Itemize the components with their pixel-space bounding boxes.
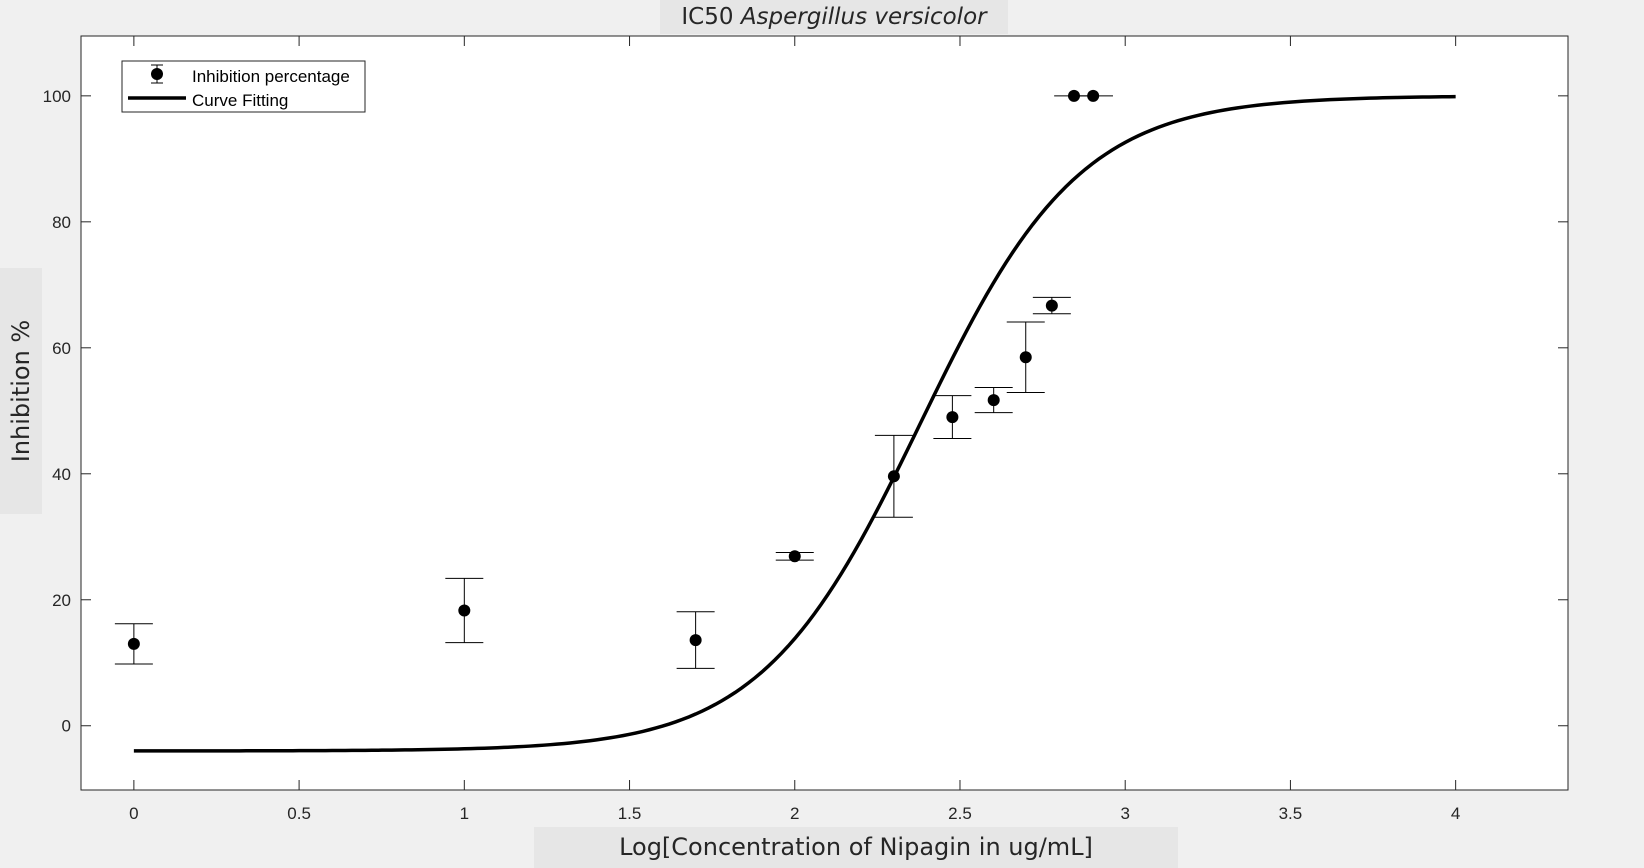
legend-marker-icon xyxy=(151,68,163,80)
data-point xyxy=(887,470,900,483)
y-tick-label: 0 xyxy=(62,717,71,736)
data-point xyxy=(1019,351,1032,364)
x-axis-label: Log[Concentration of Nipagin in ug/mL] xyxy=(619,833,1093,861)
data-point xyxy=(689,634,702,647)
y-axis-label: Inhibition % xyxy=(7,319,35,463)
data-points-group xyxy=(114,89,1113,669)
legend: Inhibition percentage Curve Fitting xyxy=(121,60,366,113)
chart-title-prefix: IC50 xyxy=(681,4,734,30)
data-point xyxy=(1045,299,1058,312)
x-axis-ticks: 0 0.5 1 1.5 2 2.5 3 3.5 4 xyxy=(129,36,1460,823)
x-tick-label: 0 xyxy=(129,804,138,823)
y-tick-label: 80 xyxy=(52,213,71,232)
data-point xyxy=(127,637,140,650)
legend-label-curve: Curve Fitting xyxy=(192,91,288,110)
data-point xyxy=(987,394,1000,407)
x-tick-label: 1 xyxy=(460,804,469,823)
x-tick-label: 3.5 xyxy=(1279,804,1303,823)
y-tick-label: 20 xyxy=(52,591,71,610)
x-tick-label: 1.5 xyxy=(618,804,642,823)
curve-fitting-line xyxy=(133,94,1456,753)
data-point xyxy=(946,411,959,424)
legend-box xyxy=(121,60,366,113)
y-axis-ticks: 0 20 40 60 80 100 xyxy=(43,87,1568,736)
x-tick-label: 0.5 xyxy=(287,804,311,823)
y-tick-label: 40 xyxy=(52,465,71,484)
legend-label-inhibition: Inhibition percentage xyxy=(192,67,350,86)
data-point xyxy=(788,550,801,563)
y-tick-label: 60 xyxy=(52,339,71,358)
x-tick-label: 3 xyxy=(1120,804,1129,823)
data-point xyxy=(458,604,471,617)
x-tick-label: 2.5 xyxy=(948,804,972,823)
chart-title: IC50 Aspergillus versicolor xyxy=(660,0,1008,34)
y-tick-label: 100 xyxy=(43,87,71,106)
data-point xyxy=(1087,89,1100,102)
plot-area xyxy=(80,35,1569,791)
x-tick-label: 4 xyxy=(1451,804,1460,823)
chart-title-species: Aspergillus versicolor xyxy=(740,4,987,30)
x-tick-label: 2 xyxy=(790,804,799,823)
title-background xyxy=(660,0,1008,34)
ylabel-background xyxy=(0,268,42,514)
xlabel-background xyxy=(534,827,1178,868)
